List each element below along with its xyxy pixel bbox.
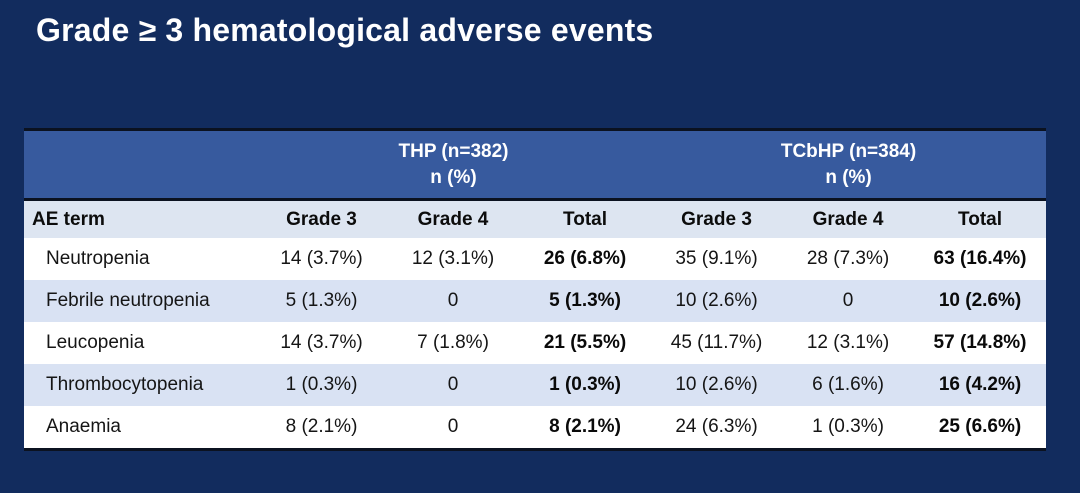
- column-header-thp-grade3: Grade 3: [256, 199, 387, 238]
- value-cell: 1 (0.3%): [812, 416, 884, 437]
- value-cell: 12 (3.1%): [806, 332, 890, 353]
- table-row-thrombocytopenia: Thrombocytopenia 1 (0.3%) 0 1 (0.3%) 10 …: [24, 364, 1047, 406]
- ae-term-cell: Leucopenia: [46, 332, 145, 353]
- group-header-spacer: [24, 129, 256, 201]
- value-cell: 14 (3.7%): [280, 248, 363, 269]
- value-cell: 24 (6.3%): [675, 416, 758, 437]
- value-cell: 1 (0.3%): [285, 374, 358, 395]
- total-cell: 1 (0.3%): [549, 374, 621, 395]
- total-cell: 57 (14.8%): [933, 332, 1027, 353]
- value-cell: 8 (2.1%): [285, 416, 358, 437]
- total-cell: 25 (6.6%): [938, 416, 1022, 437]
- value-cell: 28 (7.3%): [806, 248, 890, 269]
- column-header-thp-total: Total: [519, 199, 652, 238]
- value-cell: 0: [842, 290, 854, 311]
- group-thp-unit: n (%): [430, 166, 477, 188]
- value-cell: 35 (9.1%): [675, 248, 758, 269]
- value-cell: 0: [447, 416, 459, 437]
- group-header-thp: THP (n=382) n (%): [256, 129, 652, 201]
- value-cell: 5 (1.3%): [285, 290, 358, 311]
- total-cell: 10 (2.6%): [938, 290, 1022, 311]
- value-cell: 14 (3.7%): [280, 332, 363, 353]
- ae-term-cell: Febrile neutropenia: [46, 290, 210, 311]
- column-header-row: AE term Grade 3 Grade 4 Total Grade 3 Gr…: [24, 199, 1047, 238]
- value-cell: 10 (2.6%): [675, 290, 758, 311]
- total-cell: 63 (16.4%): [933, 248, 1027, 269]
- column-header-tcbhp-grade3: Grade 3: [651, 199, 783, 238]
- value-cell: 12 (3.1%): [411, 248, 495, 269]
- value-cell: 0: [447, 374, 459, 395]
- value-cell: 45 (11.7%): [670, 332, 763, 353]
- ae-term-cell: Thrombocytopenia: [46, 374, 204, 395]
- adverse-events-table: THP (n=382) n (%) TCbHP (n=384) n (%) AE…: [24, 128, 1047, 451]
- column-header-tcbhp-total: Total: [914, 199, 1047, 238]
- group-tcbhp-label: TCbHP (n=384): [780, 140, 917, 162]
- ae-term-cell: Anaemia: [46, 416, 121, 437]
- group-header-row: THP (n=382) n (%) TCbHP (n=384) n (%): [24, 129, 1047, 201]
- column-header-thp-grade4: Grade 4: [387, 199, 519, 238]
- table-row-febrile-neutropenia: Febrile neutropenia 5 (1.3%) 0 5 (1.3%) …: [24, 280, 1047, 322]
- total-cell: 5 (1.3%): [549, 290, 621, 311]
- total-cell: 26 (6.8%): [543, 248, 627, 269]
- table-row-leucopenia: Leucopenia 14 (3.7%) 7 (1.8%) 21 (5.5%) …: [24, 322, 1047, 364]
- total-cell: 16 (4.2%): [938, 374, 1022, 395]
- total-cell: 8 (2.1%): [549, 416, 621, 437]
- group-thp-label: THP (n=382): [398, 140, 509, 162]
- group-tcbhp-unit: n (%): [825, 166, 872, 188]
- value-cell: 10 (2.6%): [675, 374, 758, 395]
- value-cell: 7 (1.8%): [417, 332, 489, 353]
- column-header-tcbhp-grade4: Grade 4: [782, 199, 915, 238]
- table-row-neutropenia: Neutropenia 14 (3.7%) 12 (3.1%) 26 (6.8%…: [24, 238, 1047, 280]
- group-header-tcbhp: TCbHP (n=384) n (%): [651, 129, 1047, 201]
- ae-term-cell: Neutropenia: [46, 248, 150, 269]
- table-row-anaemia: Anaemia 8 (2.1%) 0 8 (2.1%) 24 (6.3%) 1 …: [24, 406, 1047, 450]
- total-cell: 21 (5.5%): [543, 332, 627, 353]
- column-header-ae-term: AE term: [24, 199, 256, 238]
- value-cell: 6 (1.6%): [812, 374, 884, 395]
- value-cell: 0: [447, 290, 459, 311]
- page-title: Grade ≥ 3 hematological adverse events: [36, 12, 654, 48]
